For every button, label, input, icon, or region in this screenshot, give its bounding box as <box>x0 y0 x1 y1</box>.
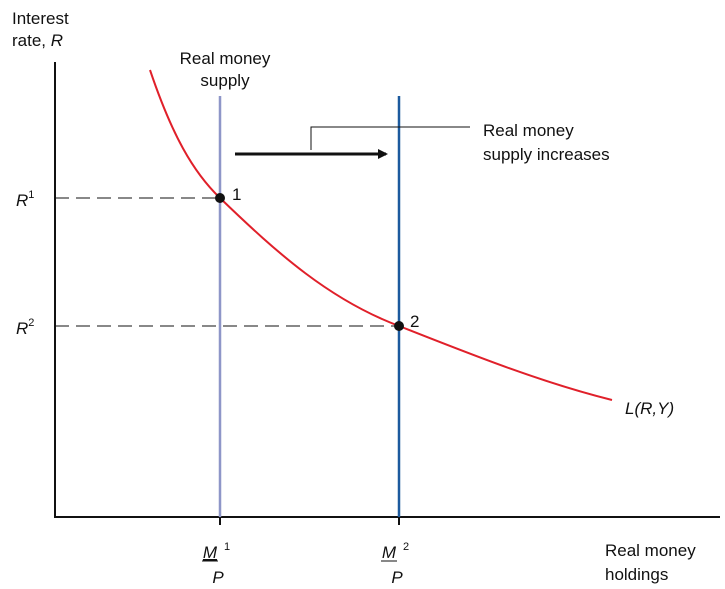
point-label: 2 <box>410 312 419 331</box>
x-axis-label: Real money <box>605 541 696 560</box>
point-label: 1 <box>232 185 241 204</box>
shift-label: supply increases <box>483 145 610 164</box>
x-axis-label: holdings <box>605 565 668 584</box>
demand-curve <box>149 69 613 401</box>
y-axis-symbol: R <box>51 31 63 50</box>
callout-line <box>310 126 470 150</box>
supply-denominator: P <box>391 568 403 587</box>
rate-label: R1 <box>16 189 34 210</box>
equilibrium-point <box>394 321 404 331</box>
supply-label: Real money <box>180 49 271 68</box>
supply-denominator: P <box>212 568 224 587</box>
rate-symbol: R <box>16 191 28 210</box>
shift-label: Real money <box>483 121 574 140</box>
y-axis-label: rate, R <box>12 31 63 50</box>
y-axis-label: Interest <box>12 9 69 28</box>
rate-symbol: R <box>16 319 28 338</box>
supply-label: supply <box>200 71 250 90</box>
rate-sup: 1 <box>28 189 34 201</box>
demand-label: L(R,Y) <box>625 399 674 418</box>
supply-numerator: M <box>382 543 397 562</box>
rate-sup: 2 <box>28 317 34 329</box>
supply-sup: 1 <box>224 541 230 553</box>
rate-label: R2 <box>16 317 34 338</box>
equilibrium-point <box>215 193 225 203</box>
y-axis-label: rate, <box>12 31 46 50</box>
supply-sup: 2 <box>403 541 409 553</box>
supply-numerator: M <box>203 543 218 562</box>
